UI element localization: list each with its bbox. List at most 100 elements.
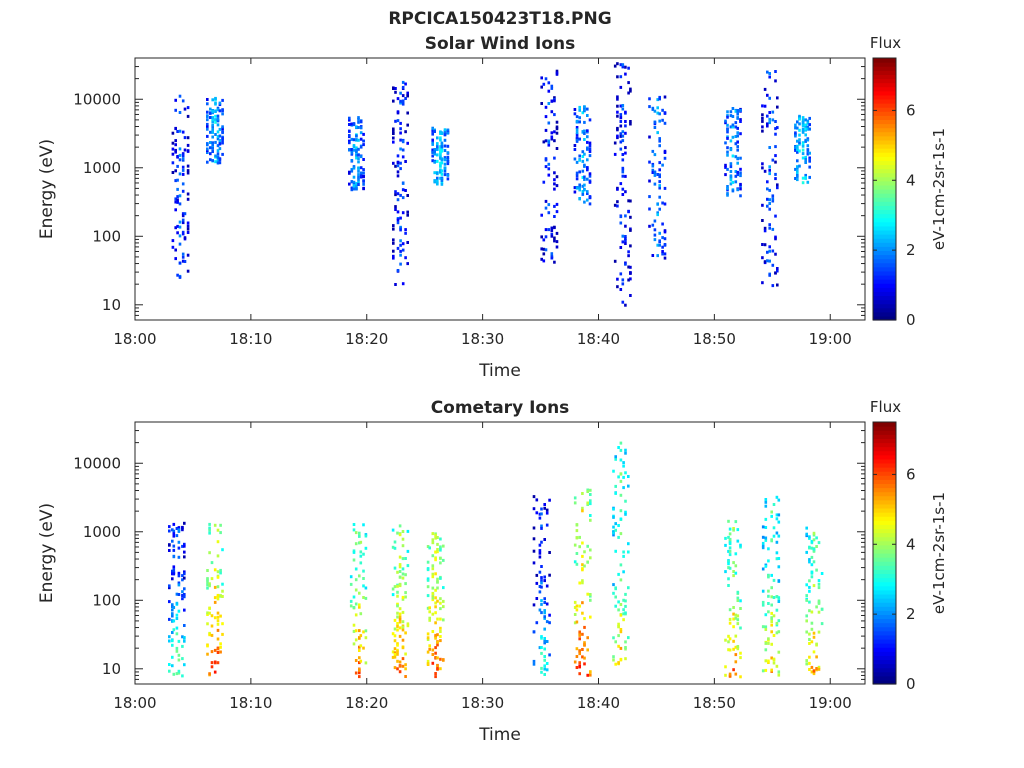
heatmap-cell bbox=[736, 618, 740, 622]
heatmap-cell bbox=[538, 585, 542, 588]
heatmap-cell bbox=[210, 650, 214, 654]
heatmap-cell bbox=[739, 132, 742, 136]
heatmap-cell bbox=[404, 652, 407, 656]
x-tick-label: 18:30 bbox=[461, 330, 504, 348]
heatmap-cometary bbox=[168, 441, 824, 679]
heatmap-cell bbox=[656, 111, 659, 115]
heatmap-cell bbox=[726, 150, 729, 154]
heatmap-cell bbox=[796, 120, 799, 124]
heatmap-cell bbox=[550, 99, 554, 103]
heatmap-cell bbox=[355, 156, 358, 160]
colorbar-label: eV-1cm-2sr-1s-1 bbox=[930, 492, 948, 614]
heatmap-cell bbox=[171, 245, 175, 249]
heatmap-cell bbox=[436, 548, 439, 551]
heatmap-cell bbox=[404, 256, 407, 260]
heatmap-cell bbox=[218, 101, 222, 105]
heatmap-cell bbox=[177, 671, 181, 675]
heatmap-cell bbox=[808, 609, 811, 613]
heatmap-cell bbox=[350, 169, 354, 173]
heatmap-cell bbox=[171, 131, 175, 135]
heatmap-cell bbox=[186, 106, 190, 110]
heatmap-cell bbox=[619, 630, 623, 634]
heatmap-cell bbox=[434, 672, 437, 675]
heatmap-cell bbox=[545, 508, 549, 512]
heatmap-cell bbox=[764, 613, 768, 617]
heatmap-cell bbox=[186, 136, 190, 140]
heatmap-cell bbox=[548, 653, 551, 657]
heatmap-cell bbox=[624, 239, 627, 243]
heatmap-cell bbox=[575, 647, 579, 651]
heatmap-cell bbox=[443, 169, 447, 173]
heatmap-cell bbox=[736, 622, 740, 626]
heatmap-cell bbox=[431, 554, 435, 558]
heatmap-cell bbox=[578, 183, 581, 187]
heatmap-cell bbox=[352, 180, 356, 184]
heatmap-cell bbox=[186, 224, 190, 228]
colorbar-segment bbox=[873, 180, 896, 186]
heatmap-cell bbox=[436, 667, 439, 670]
heatmap-cell bbox=[619, 104, 623, 108]
heatmap-cell bbox=[578, 116, 581, 120]
heatmap-cell bbox=[761, 281, 764, 285]
heatmap-cell bbox=[540, 213, 543, 217]
heatmap-cell bbox=[538, 512, 542, 516]
heatmap-cell bbox=[555, 240, 559, 244]
heatmap-cell bbox=[364, 661, 368, 665]
heatmap-cell bbox=[578, 581, 581, 585]
heatmap-cell bbox=[428, 546, 431, 550]
heatmap-cell bbox=[624, 604, 627, 608]
heatmap-cell bbox=[621, 282, 625, 286]
heatmap-cell bbox=[396, 611, 399, 615]
heatmap-cell bbox=[798, 122, 801, 126]
heatmap-cell bbox=[808, 661, 811, 665]
heatmap-cell bbox=[350, 168, 354, 171]
heatmap-cell bbox=[728, 553, 732, 557]
heatmap-cell bbox=[350, 148, 354, 152]
heatmap-cell bbox=[553, 139, 556, 143]
heatmap-cell bbox=[183, 639, 186, 643]
heatmap-cell bbox=[175, 646, 179, 650]
heatmap-cell bbox=[627, 636, 630, 640]
heatmap-cell bbox=[168, 669, 171, 673]
heatmap-cell bbox=[616, 134, 619, 138]
colorbar-segment bbox=[873, 483, 896, 489]
heatmap-cell bbox=[550, 226, 554, 230]
heatmap-cell bbox=[172, 565, 176, 569]
heatmap-cell bbox=[532, 603, 536, 607]
heatmap-cell bbox=[621, 187, 625, 191]
heatmap-cell bbox=[354, 542, 358, 546]
heatmap-cell bbox=[348, 134, 351, 137]
heatmap-cell bbox=[177, 583, 181, 587]
heatmap-cell bbox=[219, 614, 222, 618]
heatmap-cell bbox=[542, 82, 546, 86]
heatmap-cell bbox=[181, 528, 184, 532]
heatmap-cell bbox=[663, 111, 667, 115]
heatmap-cell bbox=[176, 178, 179, 182]
heatmap-cell bbox=[812, 538, 816, 542]
heatmap-cell bbox=[181, 635, 184, 639]
heatmap-cell bbox=[796, 139, 799, 143]
heatmap-cell bbox=[619, 147, 623, 151]
heatmap-cell bbox=[770, 630, 773, 634]
heatmap-cell bbox=[734, 155, 738, 159]
heatmap-cell bbox=[661, 201, 664, 205]
heatmap-cell bbox=[221, 589, 224, 593]
heatmap-cell bbox=[766, 122, 769, 126]
heatmap-cell bbox=[624, 499, 627, 503]
heatmap-cell bbox=[629, 215, 632, 219]
axes-frame-cometary bbox=[134, 421, 866, 685]
heatmap-cell bbox=[804, 157, 807, 161]
heatmap-cell bbox=[436, 182, 439, 186]
heatmap-cell bbox=[183, 593, 186, 596]
heatmap-cell bbox=[658, 184, 661, 188]
y-axis-label-cometary: Energy (eV) bbox=[37, 503, 57, 603]
heatmap-cell bbox=[763, 260, 767, 264]
heatmap-cell bbox=[219, 642, 222, 646]
heatmap-cell bbox=[171, 619, 174, 623]
heatmap-cell bbox=[734, 142, 738, 146]
heatmap-cell bbox=[183, 663, 186, 667]
heatmap-cell bbox=[810, 665, 814, 669]
heatmap-cell bbox=[656, 173, 659, 176]
heatmap-cell bbox=[553, 156, 556, 160]
